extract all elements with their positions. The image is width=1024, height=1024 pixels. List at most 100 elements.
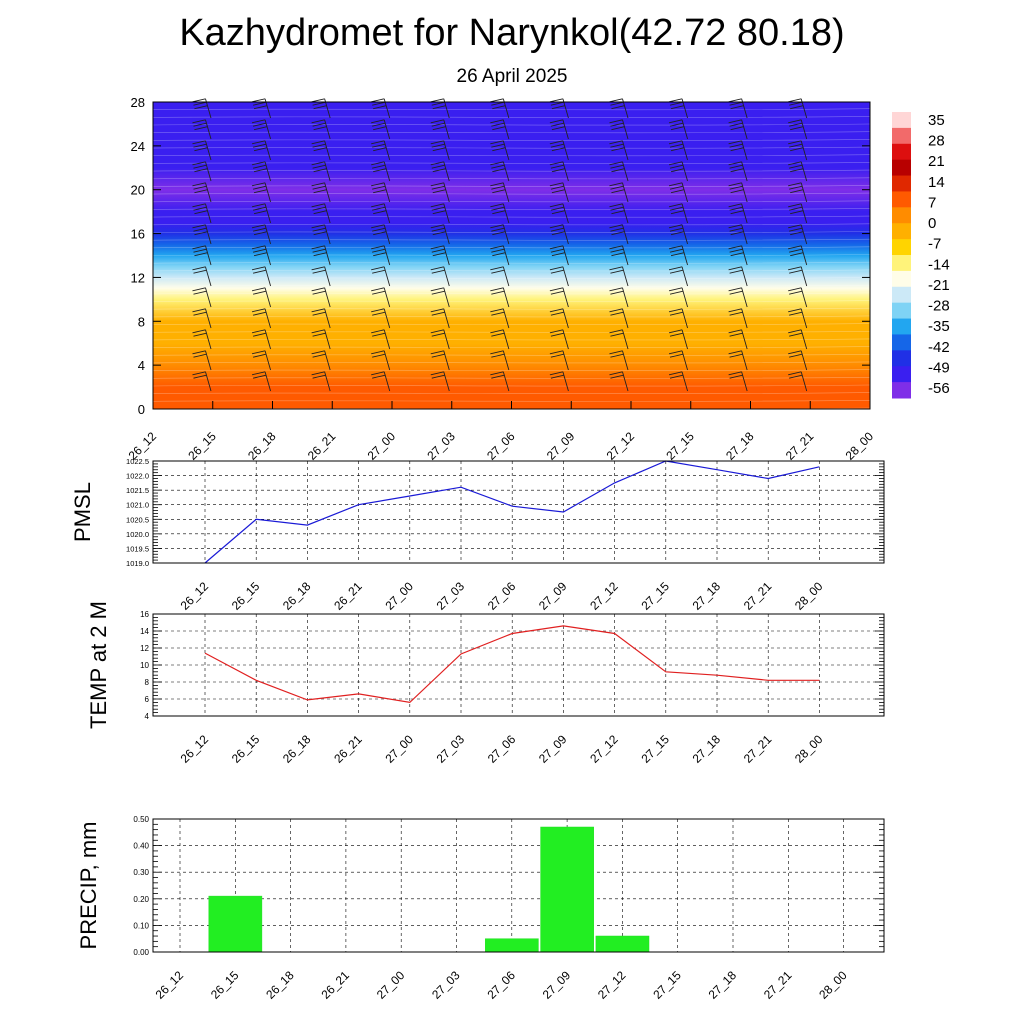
colorbar-label: 14 bbox=[928, 174, 945, 191]
colorbar-swatch bbox=[892, 382, 911, 399]
wind-barb bbox=[430, 119, 450, 140]
contour-line bbox=[152, 400, 871, 402]
wind-barb bbox=[371, 287, 391, 308]
contour-line bbox=[152, 361, 871, 364]
wind-barb bbox=[609, 287, 629, 308]
contour-line bbox=[152, 323, 871, 326]
wind-barb bbox=[371, 350, 391, 371]
wind-barb bbox=[788, 350, 808, 371]
x-tick-label: 27_09 bbox=[540, 968, 574, 1002]
wind-barb bbox=[251, 308, 272, 329]
panel-frame bbox=[152, 818, 885, 953]
wind-barb bbox=[311, 161, 331, 182]
bar bbox=[540, 826, 594, 953]
x-tick-label: 27_12 bbox=[595, 968, 629, 1002]
x-tick-label: 26_21 bbox=[305, 429, 339, 463]
wind-barb bbox=[728, 161, 748, 182]
y-tick-label: 1022.0 bbox=[126, 472, 149, 481]
colorbar-swatch bbox=[892, 143, 911, 161]
x-tick-label: 27_18 bbox=[723, 429, 757, 463]
wind-barb bbox=[371, 140, 391, 161]
x-tick-label: 27_03 bbox=[434, 732, 468, 766]
x-tick-label: 27_06 bbox=[484, 968, 518, 1002]
x-tick-label: 27_03 bbox=[434, 579, 468, 613]
x-tick-label: 26_12 bbox=[178, 732, 212, 766]
x-tick-label: 26_21 bbox=[331, 579, 365, 613]
wind-barb bbox=[728, 224, 748, 245]
wind-barb bbox=[430, 329, 450, 350]
wind-barb bbox=[668, 161, 688, 182]
wind-barb bbox=[192, 245, 212, 266]
y-axis-label: TEMP at 2 M bbox=[86, 601, 111, 729]
wind-barb bbox=[668, 224, 688, 245]
wind-barb bbox=[609, 308, 629, 329]
colorbar-label: 7 bbox=[928, 194, 936, 211]
colorbar: 35 28 21 14 7 0 -7 -14 -21 -28 -35 -42 -49 -56 bbox=[892, 112, 950, 399]
wind-barb bbox=[668, 308, 688, 329]
contour-line bbox=[152, 238, 871, 241]
wind-barb bbox=[609, 371, 629, 392]
wind-barb bbox=[192, 224, 212, 245]
wind-barb bbox=[788, 182, 808, 203]
y-tick-label: 0.00 bbox=[133, 948, 149, 957]
x-tick-label: 27_12 bbox=[587, 579, 621, 613]
contour-line bbox=[152, 215, 871, 218]
wind-barb bbox=[311, 329, 331, 350]
wind-barb bbox=[549, 371, 569, 392]
contour-line bbox=[152, 200, 871, 203]
colorbar-label: -35 bbox=[928, 318, 950, 335]
colorbar-swatch bbox=[892, 366, 911, 383]
wind-barb bbox=[788, 329, 808, 350]
wind-barb bbox=[788, 266, 808, 287]
wind-barb bbox=[490, 371, 510, 392]
contour-line bbox=[152, 261, 871, 264]
contour-line bbox=[152, 208, 871, 210]
colorbar-swatch bbox=[892, 127, 911, 145]
colorbar-label: 28 bbox=[928, 133, 945, 150]
contour-line bbox=[152, 346, 871, 349]
wind-barb bbox=[371, 329, 391, 350]
colorbar-label: 0 bbox=[928, 215, 936, 232]
wind-barb bbox=[549, 182, 569, 203]
wind-barb bbox=[430, 371, 450, 392]
chart-subtitle: 26 April 2025 bbox=[456, 66, 568, 87]
x-tick-label: 26_21 bbox=[319, 968, 353, 1002]
y-tick-label: 1020.0 bbox=[126, 530, 149, 539]
wind-barb bbox=[311, 308, 331, 329]
wind-barb bbox=[549, 308, 569, 329]
wind-barb bbox=[430, 245, 450, 266]
wind-barb bbox=[788, 245, 808, 266]
colorbar-label: -42 bbox=[928, 339, 950, 356]
wind-barb bbox=[251, 224, 272, 245]
wind-barb bbox=[251, 329, 272, 350]
y-tick-label: 1019.5 bbox=[126, 544, 149, 553]
wind-barb bbox=[549, 161, 569, 182]
wind-barb bbox=[490, 224, 510, 245]
wind-barb bbox=[311, 203, 331, 224]
contour-line bbox=[152, 177, 871, 180]
wind-barb bbox=[251, 203, 272, 224]
wind-barb bbox=[549, 245, 569, 266]
wind-barb bbox=[668, 182, 688, 203]
wind-barb bbox=[668, 266, 688, 287]
wind-barb bbox=[549, 119, 569, 140]
wind-barb bbox=[728, 287, 748, 308]
wind-barb bbox=[192, 203, 212, 224]
colorbar-label: 21 bbox=[928, 153, 945, 170]
y-tick-label: 16 bbox=[131, 227, 145, 242]
chart-title: Kazhydromet for Narynkol(42.72 80.18) bbox=[179, 12, 845, 54]
y-tick-label: 12 bbox=[131, 270, 145, 285]
contour-line bbox=[152, 185, 871, 187]
y-tick-label: 1020.5 bbox=[126, 515, 149, 524]
y-tick-label: 0.30 bbox=[133, 868, 149, 877]
contour-line bbox=[152, 269, 871, 272]
wind-barb bbox=[609, 329, 629, 350]
wind-barb bbox=[490, 161, 510, 182]
x-tick-label: 27_15 bbox=[663, 429, 697, 463]
wind-barb bbox=[668, 119, 688, 140]
wind-barb bbox=[371, 308, 391, 329]
wind-barb bbox=[192, 182, 212, 203]
wind-barb bbox=[311, 371, 331, 392]
wind-barb bbox=[430, 182, 450, 203]
x-tick-label: 27_18 bbox=[690, 732, 724, 766]
